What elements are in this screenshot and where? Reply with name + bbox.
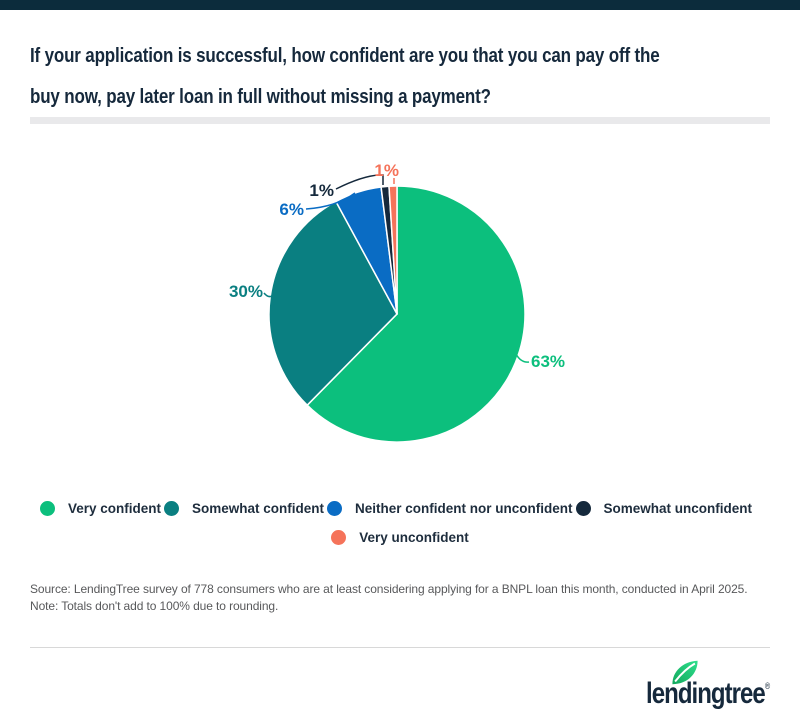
- legend-dot: [327, 501, 343, 516]
- pie-chart: 63% 30% 6% 1% 1%: [229, 161, 565, 443]
- source-line: Source: LendingTree survey of 778 consum…: [30, 582, 748, 596]
- slice-value-label: 63%: [531, 352, 565, 371]
- legend-item-very-confident: Very confident: [40, 501, 161, 516]
- slice-value-label: 6%: [279, 200, 304, 219]
- legend-row-1: Very confident Somewhat confident Neither …: [40, 501, 752, 516]
- logo-text: lendingtree: [645, 677, 766, 710]
- legend-label: Somewhat confident: [192, 501, 325, 516]
- label-leader-line: [305, 192, 356, 210]
- legend-item-somewhat-confident: Somewhat confident: [164, 501, 324, 516]
- pie-slice-very-unconfident: [388, 185, 398, 315]
- top-accent-bar: [0, 0, 800, 10]
- footer-divider: [30, 647, 770, 648]
- note-line: Note: Totals don't add to 100% due to ro…: [30, 599, 279, 613]
- legend-dot: [40, 501, 55, 516]
- legend-item-neither-confident-nor-unconfident: Neither confident nor unconfident: [327, 501, 573, 516]
- legend-item-very-unconfident: Very unconfident: [331, 530, 469, 545]
- logo-wordmark: lendingtree®: [646, 677, 770, 711]
- slice-value-label: 30%: [229, 282, 263, 301]
- lendingtree-logo: lendingtree®: [605, 659, 770, 711]
- legend-dot: [575, 501, 591, 516]
- legend-dot: [164, 501, 180, 516]
- pie-slice-very-confident: [306, 185, 526, 443]
- legend-label: Very unconfident: [359, 530, 469, 545]
- title-divider-bar: [30, 117, 770, 124]
- legend-label: Somewhat unconfident: [603, 501, 753, 516]
- chart-title: If your application is successful, how c…: [30, 36, 660, 118]
- registered-mark: ®: [764, 681, 770, 691]
- slice-value-label: 1%: [309, 181, 334, 200]
- legend-row-2: Very unconfident: [0, 530, 800, 545]
- source-note: Source: LendingTree survey of 778 consum…: [30, 581, 775, 615]
- legend-dot: [331, 530, 347, 545]
- label-leader-line: [335, 174, 384, 190]
- legend-label: Neither confident nor unconfident: [355, 501, 573, 516]
- slice-value-label: 1%: [374, 161, 399, 180]
- chart-title-line-2: buy now, pay later loan in full without …: [30, 86, 491, 108]
- label-leader-line: [515, 353, 530, 363]
- legend-label: Very confident: [68, 501, 162, 516]
- label-leader-line: [263, 292, 273, 298]
- chart-title-line-1: If your application is successful, how c…: [30, 45, 660, 67]
- legend-item-somewhat-unconfident: Somewhat unconfident: [575, 501, 753, 516]
- leaf-icon: [672, 660, 698, 685]
